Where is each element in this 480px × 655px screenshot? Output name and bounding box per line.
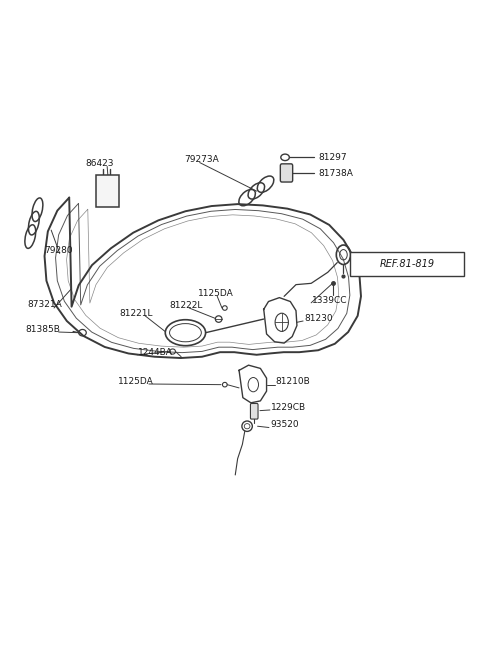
FancyBboxPatch shape xyxy=(280,164,293,182)
Text: 86423: 86423 xyxy=(86,159,114,168)
Text: 81738A: 81738A xyxy=(318,169,353,178)
Text: 81297: 81297 xyxy=(318,153,347,162)
Text: 79280: 79280 xyxy=(45,246,73,255)
FancyBboxPatch shape xyxy=(350,252,465,276)
Text: 81221L: 81221L xyxy=(119,309,153,318)
Text: 1339CC: 1339CC xyxy=(312,295,348,305)
FancyBboxPatch shape xyxy=(251,403,258,419)
FancyBboxPatch shape xyxy=(96,175,119,207)
Text: 1125DA: 1125DA xyxy=(118,377,154,386)
Text: 81210B: 81210B xyxy=(276,377,311,386)
Text: 87321A: 87321A xyxy=(27,300,62,309)
Text: 81222L: 81222L xyxy=(170,301,203,310)
Text: 81230: 81230 xyxy=(304,314,333,323)
Text: 93520: 93520 xyxy=(270,421,299,430)
Text: REF.81-819: REF.81-819 xyxy=(380,259,435,269)
Text: 1125DA: 1125DA xyxy=(198,290,234,298)
Text: 1244BA: 1244BA xyxy=(138,348,173,357)
Text: 79273A: 79273A xyxy=(184,155,219,164)
Text: 1229CB: 1229CB xyxy=(271,403,306,412)
Text: 81385B: 81385B xyxy=(25,325,60,334)
